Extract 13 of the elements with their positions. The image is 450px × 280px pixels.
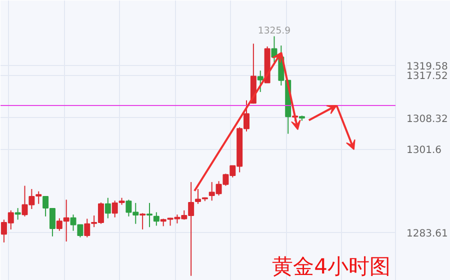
y-tick-label: 1317.52 — [406, 71, 448, 82]
candlestick — [140, 212, 146, 230]
annotation: 1325.9 — [258, 25, 291, 36]
candlestick — [104, 197, 111, 219]
y-tick-label: 1308.32 — [406, 114, 448, 125]
annotation: 黄金4小时图 — [272, 254, 391, 278]
candlestick — [153, 212, 160, 226]
y-tick-label: 1283.61 — [406, 228, 448, 240]
candlestick — [257, 70, 264, 92]
candlestick — [14, 208, 21, 220]
y-tick-label: 1301.6 — [406, 145, 442, 156]
candlestick — [146, 202, 152, 228]
y-tick-label: 1319.58 — [406, 62, 448, 73]
